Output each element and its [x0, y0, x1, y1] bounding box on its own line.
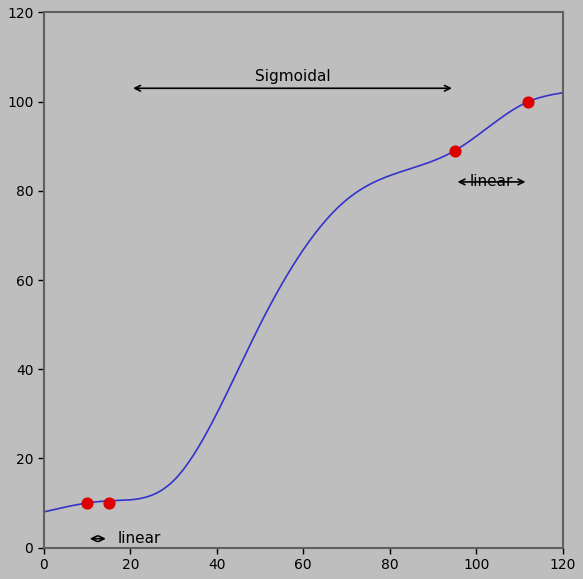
Point: [450, 146, 459, 155]
Point: [524, 97, 533, 107]
Point: [104, 499, 113, 508]
Text: Sigmoidal: Sigmoidal: [255, 69, 331, 84]
Text: linear: linear: [470, 174, 513, 189]
Text: linear: linear: [117, 531, 161, 546]
Point: [82, 499, 92, 508]
